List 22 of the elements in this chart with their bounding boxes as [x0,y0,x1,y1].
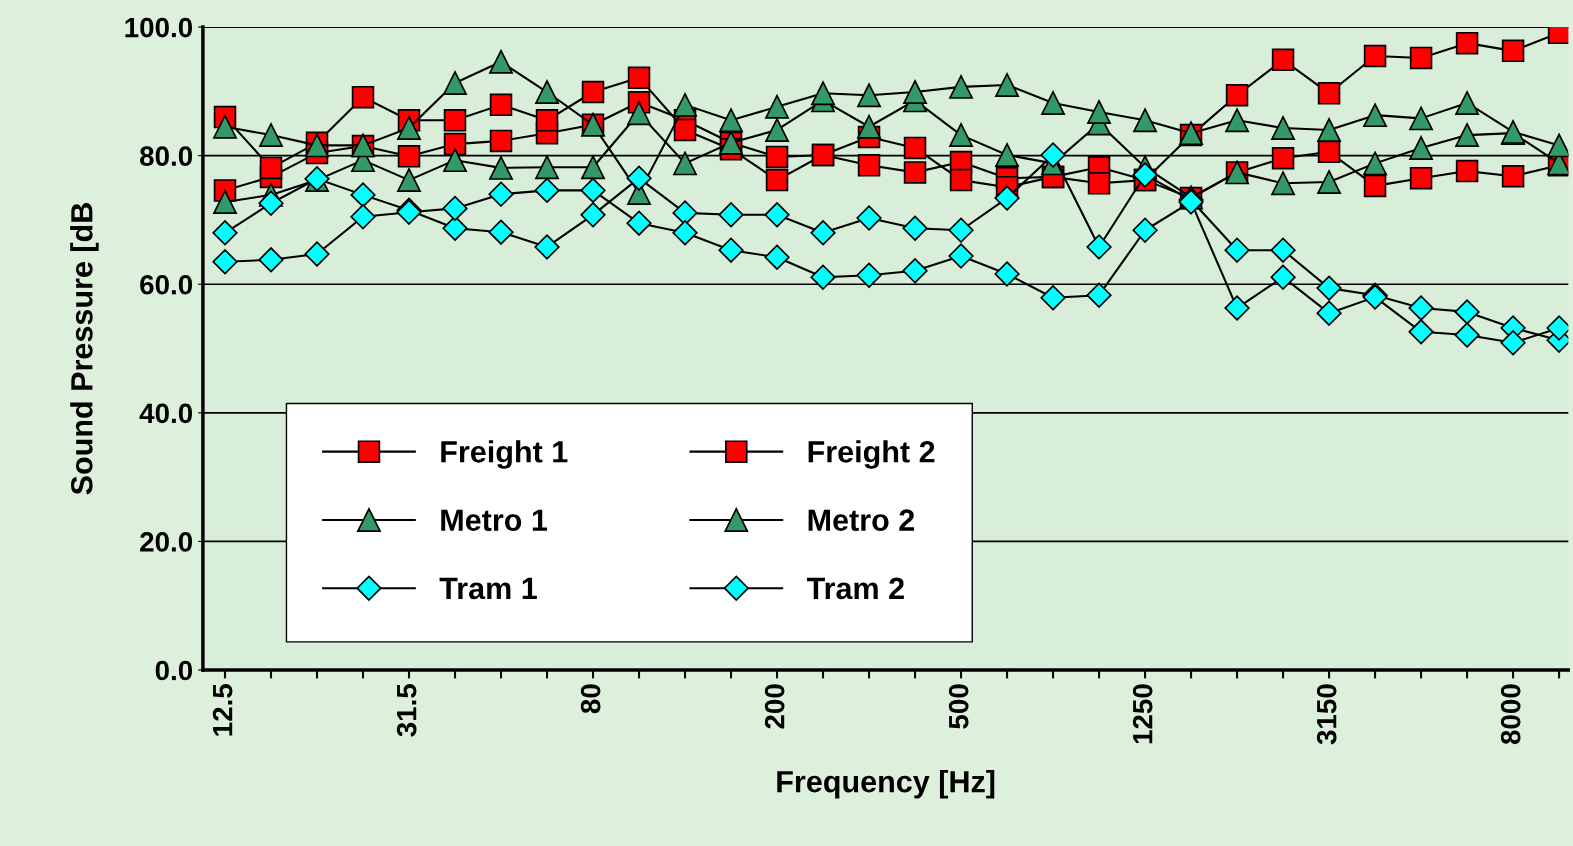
legend-label: Metro 1 [441,509,548,531]
x-tick-label: 200 [764,684,785,729]
x-tick-label: 8000 [1500,684,1521,745]
x-tick-label: 31.5 [396,684,417,737]
y-tick-label: 60.0 [140,274,193,295]
x-tick-label: 3150 [1316,684,1337,745]
y-tick-label: 40.0 [139,403,193,424]
y-tick-label: 0.0 [155,660,193,681]
legend-label: Tram 2 [806,577,904,600]
legend-label: Freight 1 [441,440,568,469]
x-tick-label: 80 [580,684,601,714]
y-tick-label: 20.0 [140,532,193,552]
x-tick-label: 12.5 [212,684,233,736]
legend-label: Freight 2 [808,440,935,469]
x-tick-label: 500 [948,684,969,729]
legend-label: Tram 1 [439,577,537,600]
y-tick-label: 80.0 [140,146,193,166]
y-axis-title: Sound Pressure [dB [70,203,99,495]
y-tick-label: 100.0 [125,17,193,38]
x-tick-label: 1250 [1132,684,1153,744]
x-axis-title: Frequency [Hz] [777,770,995,799]
legend-label: Metro 2 [808,509,915,531]
